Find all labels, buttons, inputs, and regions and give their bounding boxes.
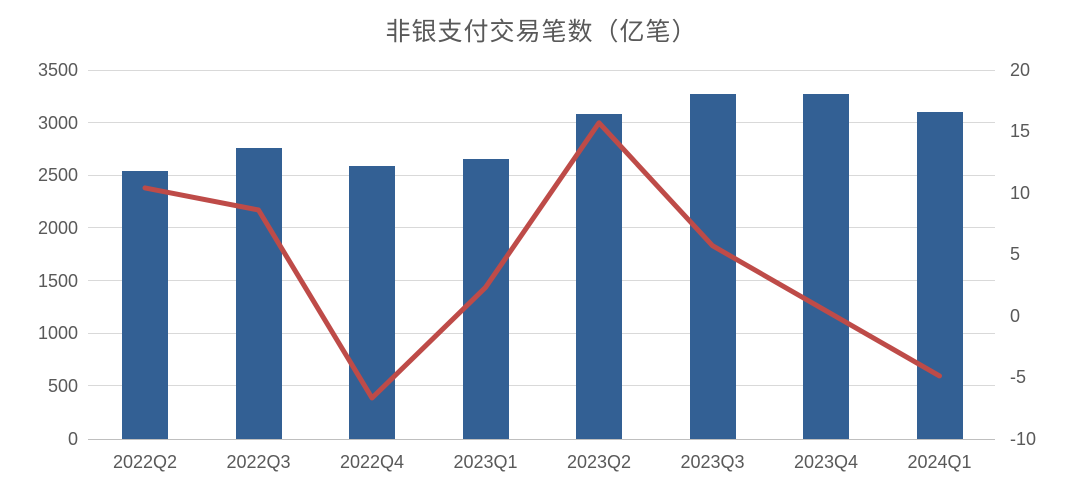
right-axis-tick-label: 10 bbox=[1010, 182, 1031, 203]
x-axis-label: 2024Q1 bbox=[907, 452, 972, 472]
left-axis-tick-label: 2000 bbox=[37, 217, 78, 238]
bar bbox=[122, 171, 168, 439]
left-axis-tick-label: 2500 bbox=[37, 165, 78, 186]
gridline bbox=[88, 385, 995, 387]
gridline bbox=[88, 332, 995, 334]
right-axis-tick-label: 0 bbox=[1010, 305, 1021, 326]
left-axis-tick-label: 1000 bbox=[37, 323, 78, 344]
x-axis-label: 2023Q1 bbox=[453, 452, 518, 472]
chart-title: 非银支付交易笔数（亿笔） bbox=[385, 18, 698, 46]
right-axis-tick-label: -10 bbox=[1010, 428, 1037, 449]
bar bbox=[689, 94, 736, 439]
gridline bbox=[88, 174, 995, 176]
bar bbox=[916, 112, 963, 439]
gridline bbox=[88, 69, 995, 71]
right-axis-tick-label: 5 bbox=[1010, 244, 1021, 265]
x-axis-label: 2022Q3 bbox=[226, 452, 291, 472]
x-axis-label: 2023Q4 bbox=[793, 452, 859, 472]
right-axis-tick-label: 15 bbox=[1010, 121, 1031, 142]
left-axis-tick-label: 500 bbox=[47, 375, 78, 396]
left-axis-tick-label: 1500 bbox=[37, 270, 78, 291]
bar bbox=[803, 94, 849, 439]
x-axis-label: 2023Q2 bbox=[566, 452, 632, 472]
left-axis-tick-label: 0 bbox=[67, 428, 78, 449]
gridline bbox=[88, 122, 995, 124]
left-axis-tick-label: 3500 bbox=[37, 60, 78, 80]
bar bbox=[576, 114, 622, 439]
gridline bbox=[88, 280, 995, 282]
x-axis-line bbox=[88, 439, 995, 440]
x-axis-label: 2022Q2 bbox=[112, 452, 178, 472]
x-axis-label: 2023Q3 bbox=[680, 452, 745, 472]
right-axis-tick-label: 20 bbox=[1010, 60, 1031, 80]
trend-line bbox=[142, 120, 942, 401]
bar bbox=[235, 147, 282, 439]
x-axis-label: 2022Q4 bbox=[339, 452, 405, 472]
right-axis-tick-label: -5 bbox=[1010, 367, 1027, 388]
left-axis-tick-label: 3000 bbox=[37, 112, 78, 133]
gridline bbox=[88, 227, 995, 229]
